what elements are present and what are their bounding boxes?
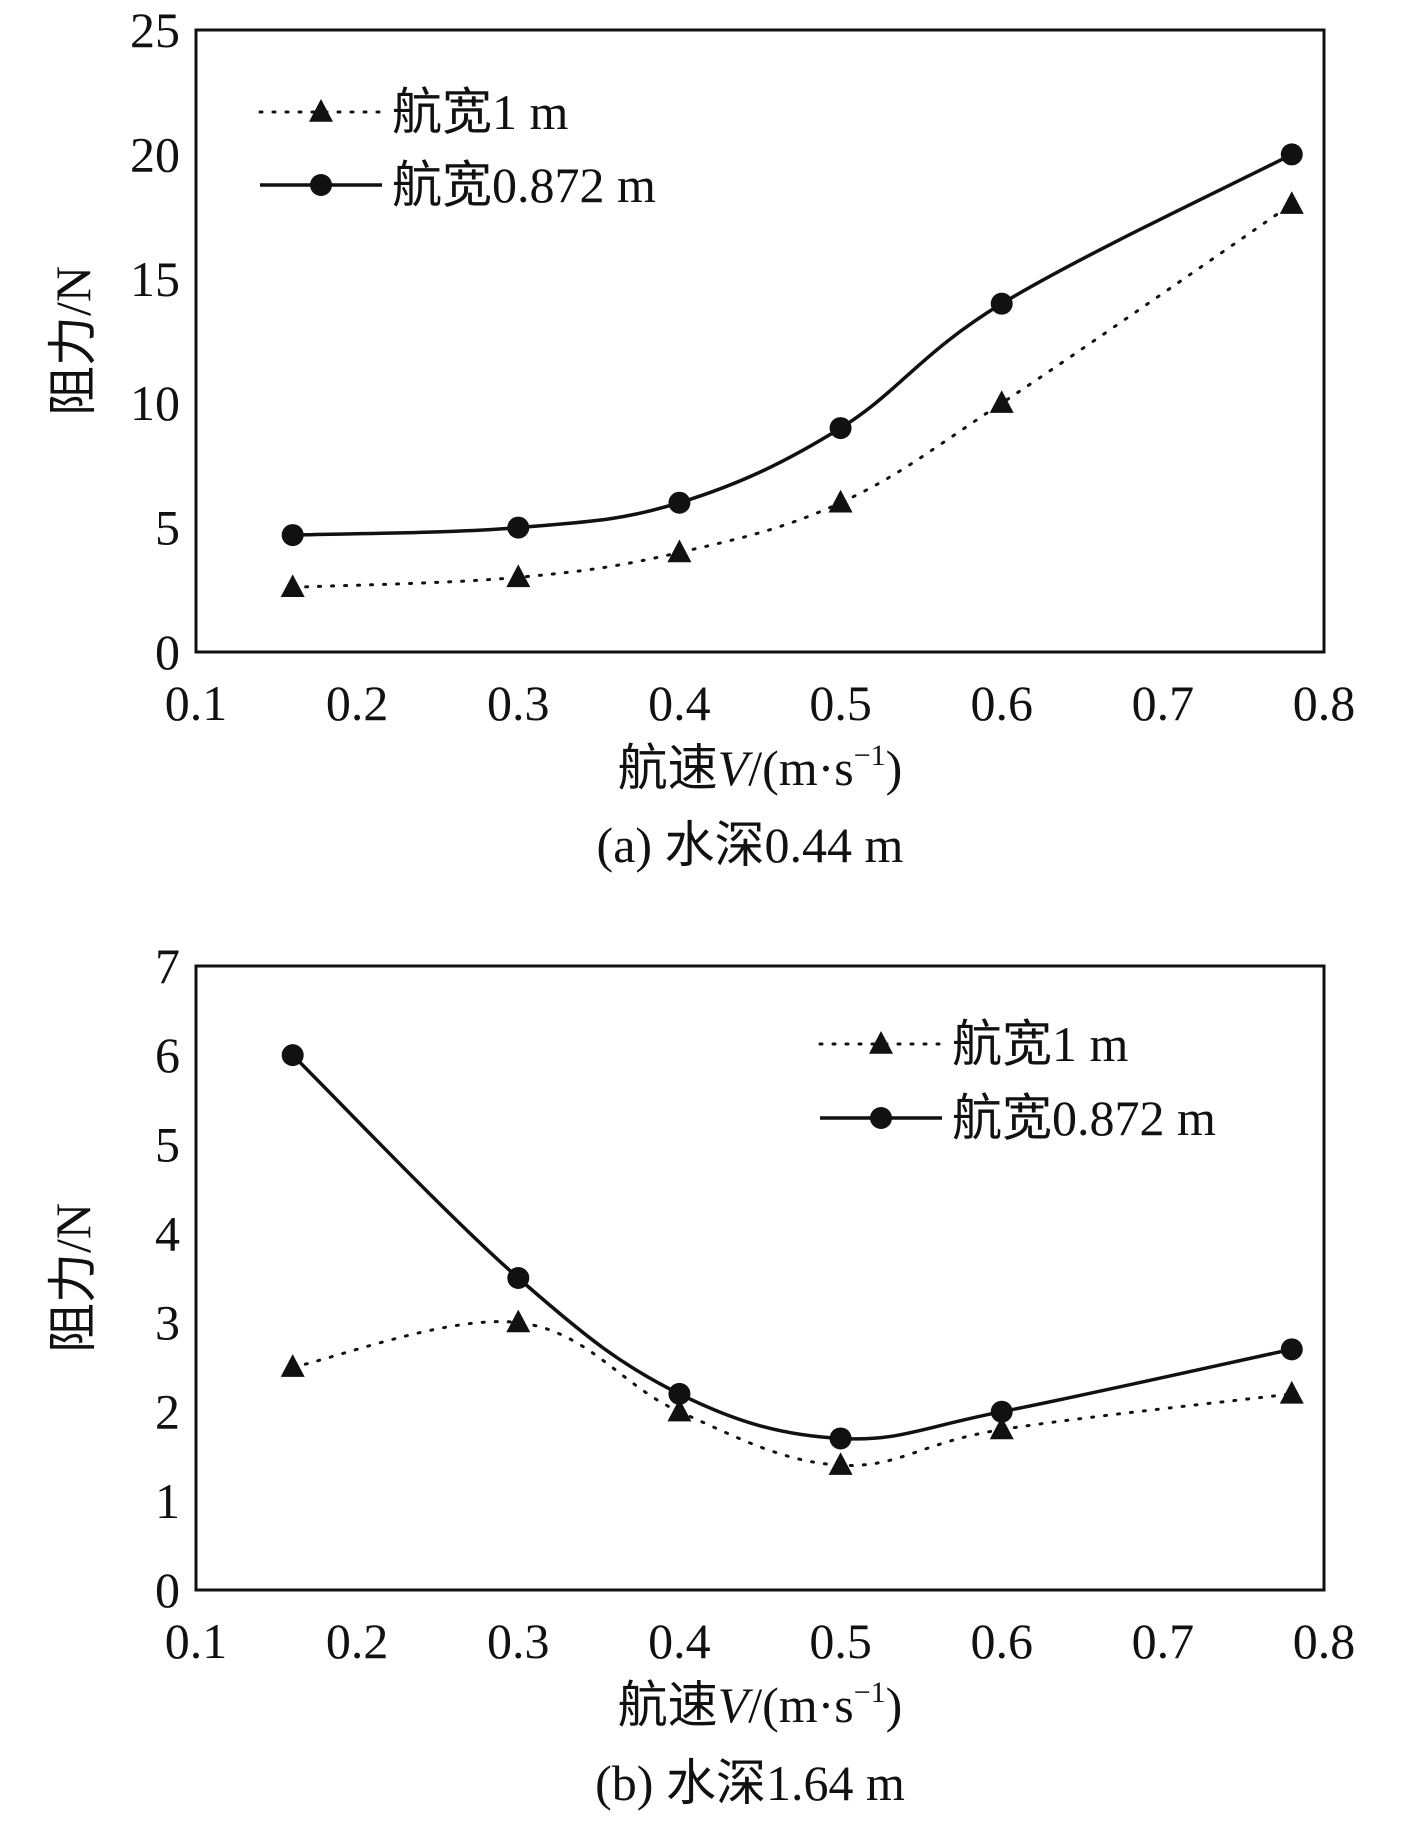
y-axis-label: 阻力/N (45, 1203, 101, 1353)
data-point-triangle (1279, 1380, 1304, 1404)
series-width-1m (280, 191, 1304, 598)
x-axis-label: 航速V/(m·s−1) (618, 1676, 903, 1733)
series-width-0872m (281, 143, 1303, 547)
series-width-1m (280, 1309, 1304, 1475)
data-point-triangle (280, 1354, 305, 1377)
x-tick-label: 0.5 (809, 1613, 872, 1669)
data-point-triangle (828, 1452, 853, 1475)
data-point-circle (281, 1044, 304, 1067)
y-tick-label: 6 (155, 1027, 180, 1083)
x-tick-label: 0.3 (487, 675, 550, 731)
x-axis-label: 航速V/(m·s−1) (618, 739, 903, 796)
series-line (292, 152, 1293, 537)
panel-caption: (a) 水深0.44 m (597, 817, 904, 873)
legend-label: 航宽1 m (392, 84, 568, 140)
legend-label: 航宽0.872 m (952, 1090, 1216, 1146)
plot-frame (194, 28, 1326, 654)
data-point-circle (668, 1382, 691, 1405)
panel-caption: (b) 水深1.64 m (595, 1755, 905, 1811)
x-tick-label: 0.7 (1132, 1613, 1195, 1669)
x-tick-label: 0.6 (970, 675, 1033, 731)
series-line (291, 1053, 1293, 1441)
legend-entry: 航宽1 m (258, 84, 568, 140)
y-tick-label: 20 (130, 126, 180, 182)
legend-entry: 航宽0.872 m (820, 1090, 1216, 1146)
y-tick-label: 0 (155, 1562, 180, 1618)
x-tick-label: 0.1 (165, 1613, 228, 1669)
y-tick-label: 1 (155, 1473, 180, 1529)
data-point-triangle (667, 1398, 692, 1422)
x-tick-label: 0.4 (648, 675, 711, 731)
legend-entry: 航宽0.872 m (260, 157, 656, 213)
y-tick-label: 15 (130, 251, 180, 307)
y-axis-label: 阻力/N (45, 266, 101, 416)
data-point-triangle (667, 539, 692, 563)
data-point-circle (1280, 143, 1303, 166)
data-point-triangle (989, 390, 1014, 413)
series-line (291, 202, 1294, 589)
x-tick-label: 0.8 (1293, 1613, 1356, 1669)
legend-label: 航宽1 m (952, 1016, 1128, 1072)
data-point-circle (829, 417, 852, 440)
data-point-circle (281, 524, 304, 547)
y-tick-label: 5 (155, 1116, 180, 1172)
y-tick-label: 2 (155, 1384, 180, 1440)
data-point-circle (990, 1400, 1013, 1423)
data-point-circle (507, 1267, 530, 1289)
y-tick-label: 4 (155, 1205, 180, 1261)
legend-label: 航宽0.872 m (392, 157, 656, 213)
data-point-triangle (280, 574, 305, 598)
data-point-circle (1280, 1338, 1303, 1361)
x-tick-label: 0.6 (970, 1613, 1033, 1669)
data-point-circle (668, 491, 691, 514)
data-point-triangle (1279, 191, 1304, 214)
legend-marker-circle (310, 174, 332, 196)
legend-entry: 航宽1 m (818, 1016, 1128, 1072)
data-point-triangle (506, 1309, 531, 1333)
x-tick-label: 0.2 (326, 1613, 389, 1669)
data-point-circle (507, 516, 530, 539)
chart-panel-b: 0 1 2 3 4 5 6 7 0.1 0.2 0.3 0.4 0.5 0.6 0.7 0.8 阻力/N 航速V/… (45, 938, 1355, 1811)
x-tick-label: 0.4 (648, 1613, 711, 1669)
x-tick-label: 0.2 (326, 675, 389, 731)
y-tick-label: 25 (130, 2, 180, 58)
x-tick-label: 0.3 (487, 1613, 550, 1669)
x-tick-label: 0.1 (165, 675, 228, 731)
data-point-circle (829, 1427, 852, 1450)
series-width-0872m (281, 1044, 1303, 1450)
x-tick-label: 0.5 (809, 675, 872, 731)
plot-frame (194, 964, 1326, 1592)
x-tick-label: 0.8 (1293, 675, 1356, 731)
y-tick-label: 5 (155, 500, 180, 556)
y-tick-label: 3 (155, 1295, 180, 1351)
y-tick-label: 7 (155, 938, 180, 994)
chart-panel-a: 0 5 10 15 20 25 0.1 0.2 0.3 0.4 0.5 0.6 0.7 0.8 阻力/N 航速… (45, 2, 1355, 873)
legend-marker-triangle (309, 99, 333, 122)
series-line (291, 1320, 1294, 1467)
legend-marker-circle (870, 1107, 892, 1129)
x-tick-label: 0.7 (1132, 675, 1195, 731)
data-point-triangle (828, 489, 853, 513)
y-tick-label: 0 (155, 624, 180, 680)
y-tick-label: 10 (130, 375, 180, 431)
data-point-triangle (506, 564, 531, 588)
legend-marker-triangle (869, 1031, 893, 1054)
data-point-circle (990, 292, 1013, 315)
data-point-triangle (989, 1416, 1014, 1440)
